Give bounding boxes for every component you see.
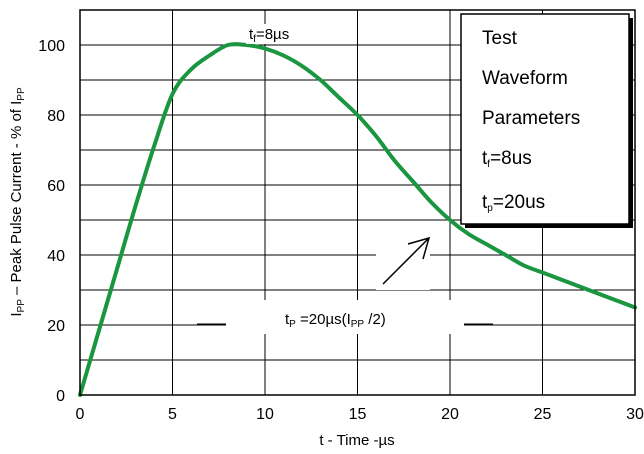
peak-annotation-bg <box>246 24 310 44</box>
y-tick-label: 20 <box>47 318 65 335</box>
x-tick-label: 10 <box>256 406 274 423</box>
arrow-line <box>382 238 429 285</box>
parameter-box-line-1: Test <box>482 28 518 49</box>
y-axis-title: IPP – Peak Pulse Current - % of IPP <box>8 87 27 317</box>
x-tick-label: 0 <box>76 406 85 423</box>
x-axis-title: t - Time -µs <box>319 432 394 449</box>
parameter-box <box>460 13 630 225</box>
y-tick-label: 0 <box>56 388 65 405</box>
series-line <box>78 42 637 397</box>
x-tick-labels: 0 5 10 15 20 25 30 <box>76 406 644 423</box>
parameter-box-line-5: tp=20us <box>482 192 545 214</box>
half-annotation: tP =20µs(IPP /2) <box>285 311 386 330</box>
x-tick-label: 30 <box>626 406 644 423</box>
x-tick-label: 25 <box>534 406 552 423</box>
y-tick-label: 40 <box>47 248 65 265</box>
arrow-head <box>407 236 431 260</box>
y-tick-label: 100 <box>38 38 65 55</box>
plot-frame <box>79 9 636 396</box>
parameter-box-line-4: tf=8us <box>482 148 532 170</box>
half-annotation-bg <box>226 300 464 334</box>
x-tick-label: 15 <box>349 406 367 423</box>
series-layer <box>78 42 637 397</box>
x-tick-label: 20 <box>441 406 459 423</box>
y-tick-labels: 0 20 40 60 80 100 <box>38 38 65 405</box>
y-tick-label: 80 <box>47 108 65 125</box>
x-tick-label: 5 <box>168 406 177 423</box>
peak-annotation: tf=8µs <box>249 26 289 45</box>
y-tick-label: 60 <box>47 178 65 195</box>
parameter-box-line-3: Parameters <box>482 108 580 129</box>
parameter-box-line-2: Waveform <box>482 68 568 89</box>
